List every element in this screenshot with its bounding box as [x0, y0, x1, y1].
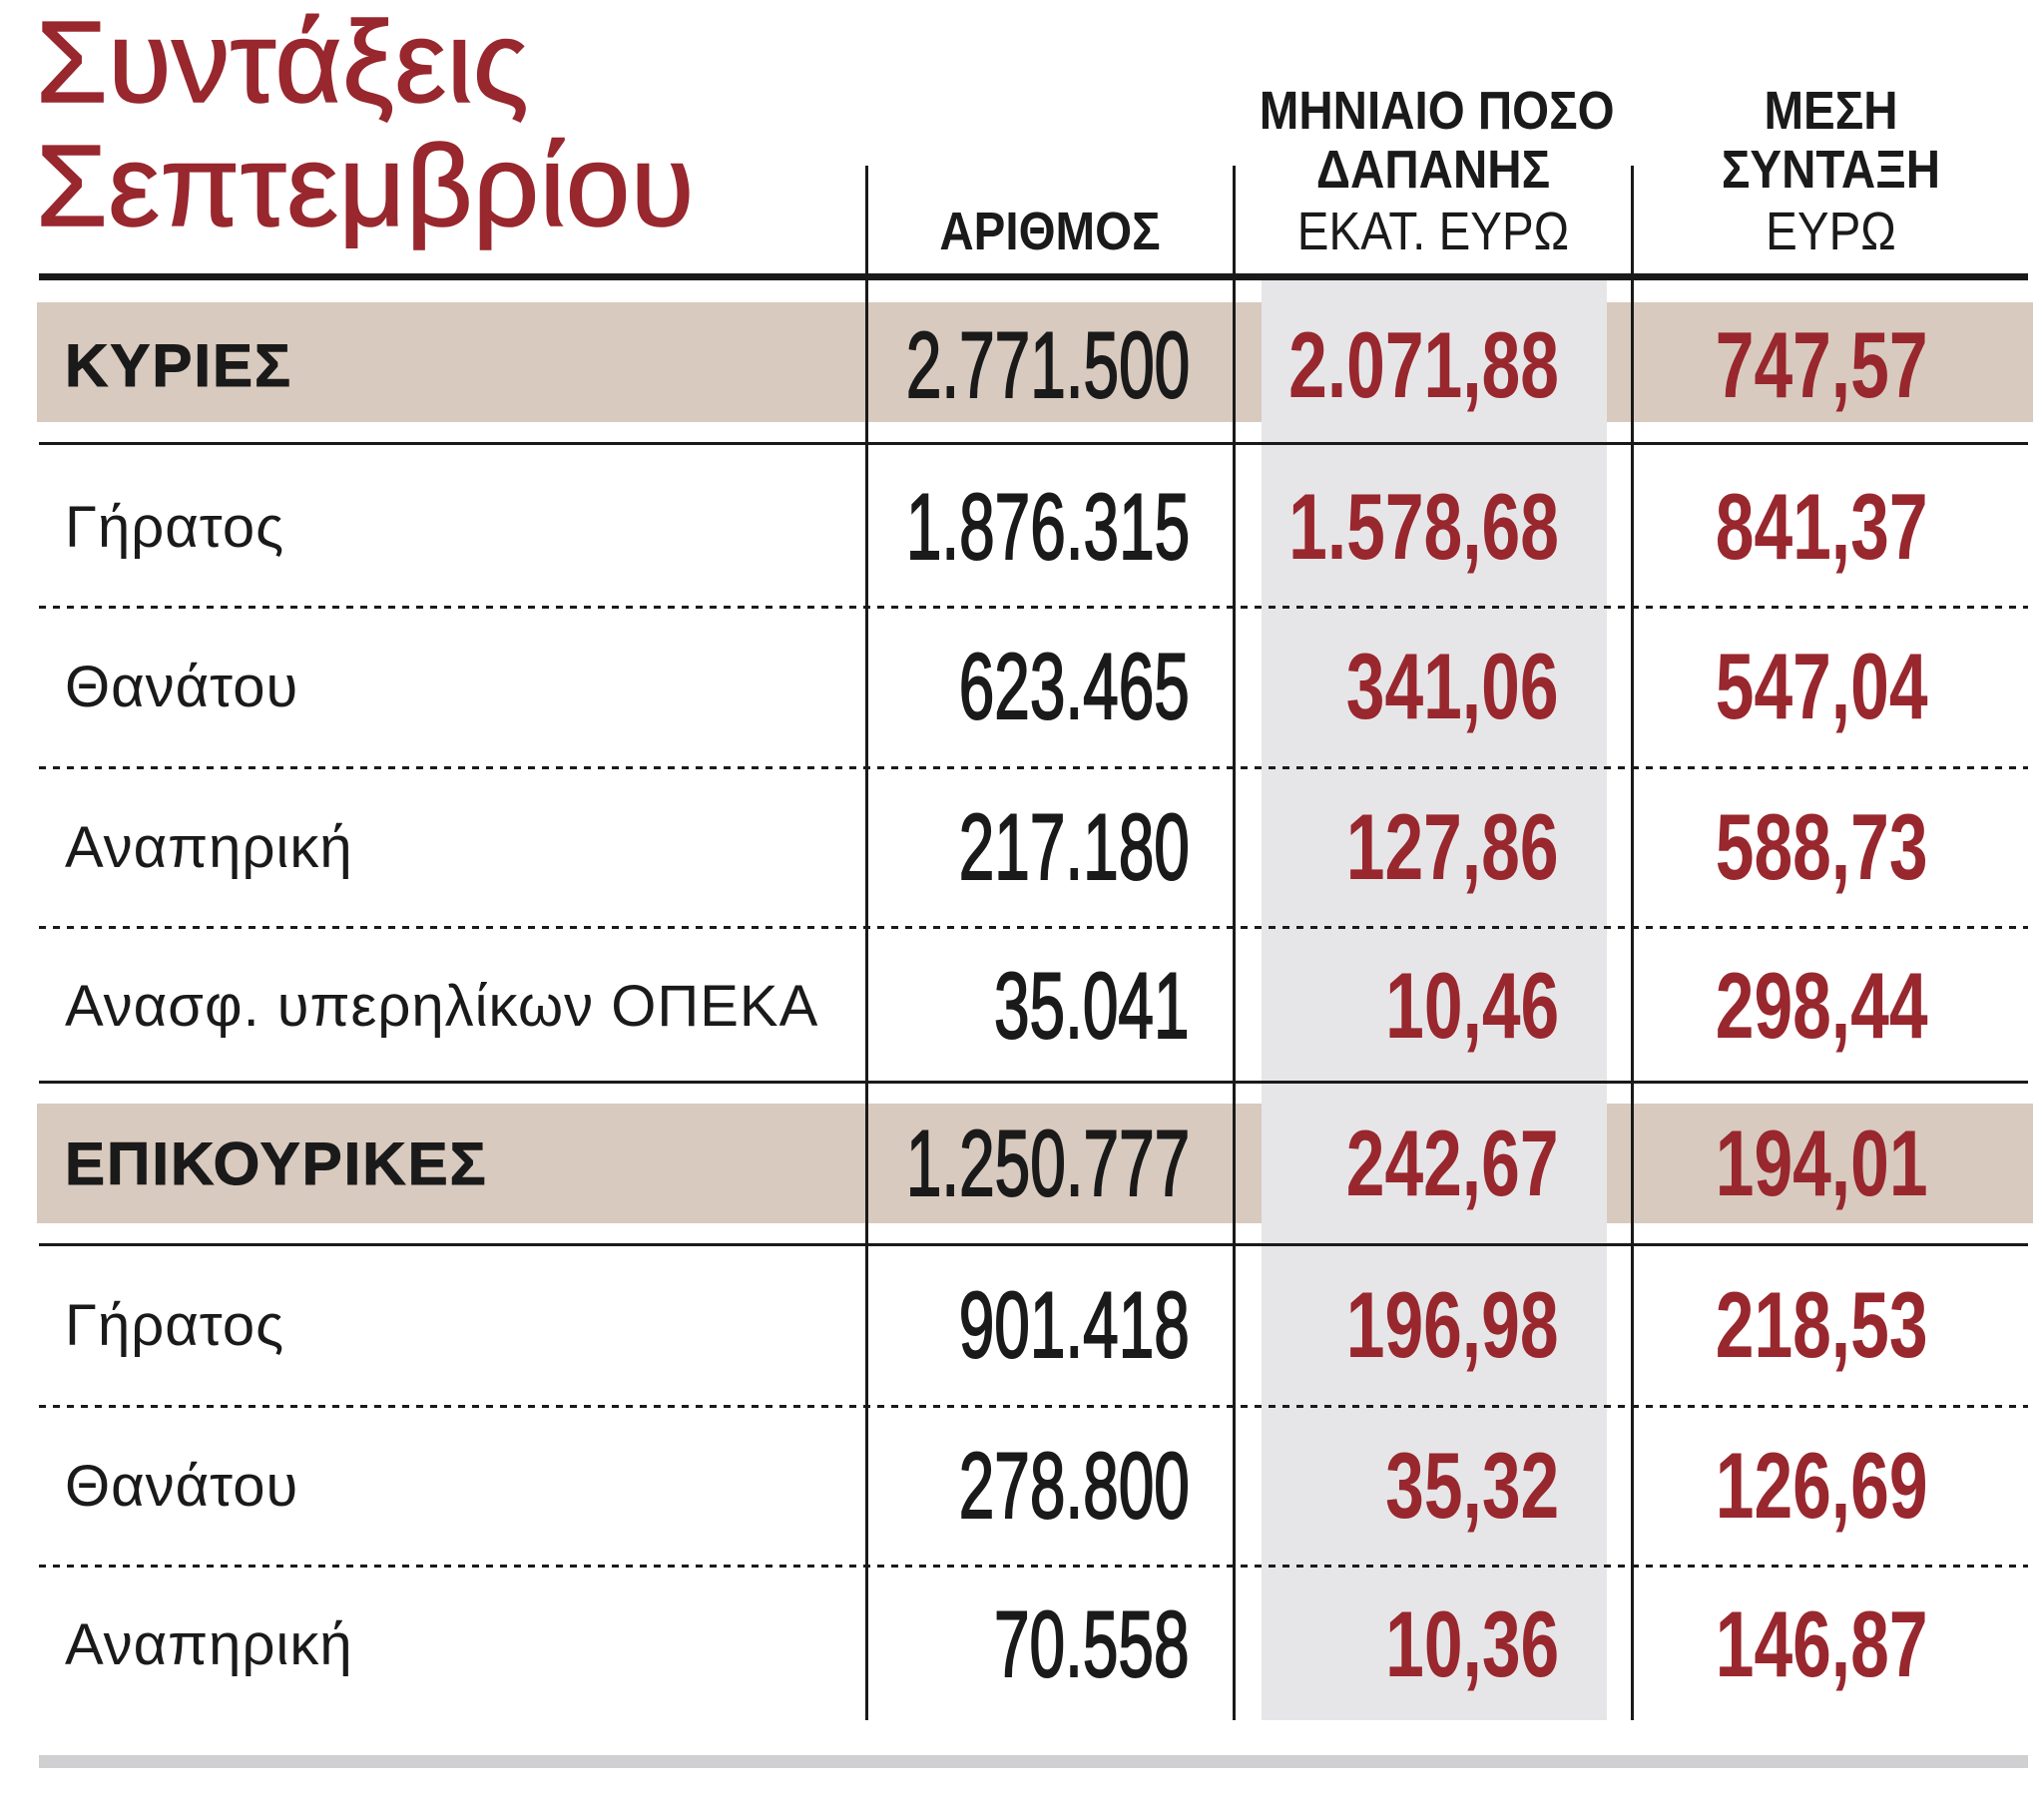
section-divider	[39, 442, 2028, 445]
table-row: Θανάτου 278.800 35,32 126,69	[0, 1426, 2044, 1546]
count-cell: 217.180	[958, 793, 1190, 900]
column-header-monthly-spend-line: ΔΑΠΑΝΗΣ	[1315, 140, 1551, 200]
group-row-band	[37, 1104, 2033, 1223]
monthly-spend-cell: 35,32	[1384, 1433, 1559, 1538]
chart-title: Συντάξεις Σεπτεμβρίου	[35, 0, 695, 250]
average-pension-cell: 194,01	[1716, 1111, 1928, 1215]
monthly-spend-cell: 1.578,68	[1288, 474, 1559, 579]
column-divider	[1631, 166, 1634, 1720]
column-header-count: ΑΡΙΘΜΟΣ	[939, 202, 1161, 261]
row-label: ΕΠΙΚΟΥΡΙΚΕΣ	[65, 1129, 488, 1197]
table-row: Γήρατος 901.418 196,98 218,53	[0, 1265, 2044, 1385]
column-unit-label: ΕΚΑΤ. ΕΥΡΩ	[1296, 202, 1570, 261]
count-cell: 901.418	[958, 1271, 1190, 1378]
count-cell: 1.250.777	[905, 1110, 1191, 1216]
row-label: ΚΥΡΙΕΣ	[64, 331, 293, 399]
count-cell: 278.800	[958, 1432, 1190, 1539]
table-row: Αναπηρική 70.558 10,36 146,87	[0, 1584, 2044, 1704]
average-pension-cell: 298,44	[1716, 953, 1928, 1058]
monthly-spend-cell: 2.071,88	[1288, 312, 1559, 417]
table-row: Ανασφ. υπερηλίκων ΟΠΕΚΑ 35.041 10,46 298…	[0, 946, 2044, 1066]
row-label: Γήρατος	[65, 494, 285, 560]
column-divider	[1233, 166, 1236, 1720]
monthly-spend-cell: 10,36	[1384, 1591, 1559, 1696]
row-label: Ανασφ. υπερηλίκων ΟΠΕΚΑ	[65, 973, 819, 1039]
header-rule	[39, 273, 2028, 280]
group-row: ΕΠΙΚΟΥΡΙΚΕΣ 1.250.777 242,67 194,01	[0, 1104, 2044, 1223]
row-label: Αναπηρική	[65, 1611, 353, 1677]
column-header-average-pension-line: ΜΕΣΗ	[1764, 81, 1898, 141]
highlight-column-background	[1262, 280, 1607, 1720]
average-pension-cell: 841,37	[1716, 474, 1928, 579]
average-pension-cell: 126,69	[1716, 1433, 1928, 1538]
column-divider	[865, 166, 868, 1720]
monthly-spend-cell: 196,98	[1346, 1272, 1559, 1377]
row-label: Γήρατος	[65, 1292, 285, 1358]
section-divider	[39, 1243, 2028, 1246]
table-row: Θανάτου 623.465 341,06 547,04	[0, 627, 2044, 746]
table-row: Γήρατος 1.876.315 1.578,68 841,37	[0, 467, 2044, 587]
count-cell: 2.771.500	[905, 311, 1191, 418]
average-pension-cell: 218,53	[1716, 1272, 1928, 1377]
average-pension-cell: 747,57	[1716, 312, 1928, 417]
average-pension-cell: 547,04	[1716, 634, 1928, 738]
row-divider-dashed	[39, 606, 2028, 609]
row-divider-dashed	[39, 766, 2028, 769]
group-row-band	[37, 302, 2033, 422]
table-row: Αναπηρική 217.180 127,86 588,73	[0, 787, 2044, 907]
average-pension-cell: 146,87	[1716, 1591, 1928, 1696]
monthly-spend-cell: 10,46	[1384, 953, 1559, 1058]
count-cell: 623.465	[958, 633, 1190, 739]
footer-bar	[39, 1755, 2028, 1768]
row-label: Θανάτου	[65, 654, 299, 719]
row-divider-dashed	[39, 926, 2028, 929]
row-label: Θανάτου	[65, 1453, 299, 1519]
section-divider	[39, 1081, 2028, 1084]
count-cell: 35.041	[994, 952, 1191, 1059]
column-header-average-pension-line: ΣΥΝΤΑΞΗ	[1721, 140, 1941, 200]
monthly-spend-cell: 127,86	[1346, 794, 1559, 899]
monthly-spend-cell: 341,06	[1346, 634, 1559, 738]
row-divider-dashed	[39, 1405, 2028, 1408]
column-unit-label: ΕΥΡΩ	[1766, 202, 1896, 261]
count-cell: 70.558	[994, 1590, 1191, 1697]
column-header-monthly-spend-line: ΜΗΝΙΑΙΟ ΠΟΣΟ	[1259, 81, 1615, 141]
group-row: ΚΥΡΙΕΣ 2.771.500 2.071,88 747,57	[0, 305, 2044, 425]
monthly-spend-cell: 242,67	[1346, 1111, 1559, 1215]
row-label: Αναπηρική	[65, 814, 353, 880]
count-cell: 1.876.315	[905, 473, 1191, 580]
average-pension-cell: 588,73	[1716, 794, 1928, 899]
row-divider-dashed	[39, 1565, 2028, 1568]
